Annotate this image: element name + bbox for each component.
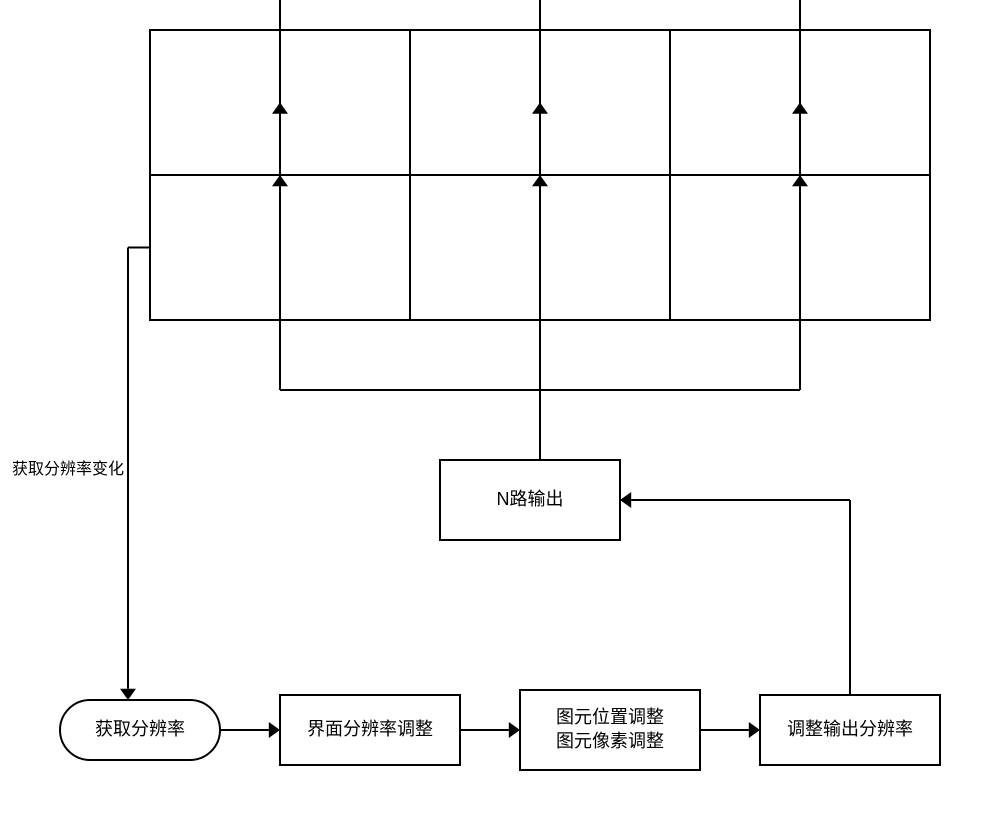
get-resolution-label: 获取分辨率 bbox=[95, 719, 185, 739]
arrowhead bbox=[749, 722, 760, 738]
output-adjust-label: 调整输出分辨率 bbox=[787, 719, 913, 739]
side-label: 获取分辨率变化 bbox=[12, 460, 124, 478]
arrowhead bbox=[120, 689, 136, 700]
arrowhead bbox=[269, 722, 280, 738]
ui-adjust-label: 界面分辨率调整 bbox=[307, 719, 433, 739]
arrowhead bbox=[509, 722, 520, 738]
pixel-adjust-label-2: 图元像素调整 bbox=[556, 731, 664, 751]
pixel-adjust-label-1: 图元位置调整 bbox=[556, 707, 664, 727]
arrowhead bbox=[620, 492, 631, 508]
n-output-label: N路输出 bbox=[497, 489, 564, 509]
